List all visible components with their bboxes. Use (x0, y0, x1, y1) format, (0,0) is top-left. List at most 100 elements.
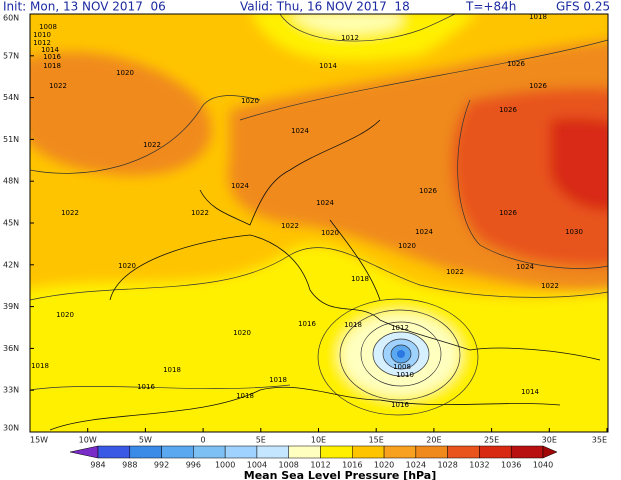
init-time: Init: Mon, 13 NOV 2017 06 (3, 0, 166, 14)
forecast-step: T=+84h (465, 0, 516, 14)
colorbar-label: 1024 (406, 461, 426, 470)
pressure-field (30, 14, 608, 432)
isobar-label: 1010 (33, 31, 51, 39)
lon-label: 30E (542, 436, 557, 445)
isobar-label: 1016 (298, 320, 316, 328)
isobar-label: 1014 (41, 46, 59, 54)
isobar-label: 1020 (116, 69, 134, 77)
isobar-label: 1026 (529, 82, 547, 90)
colorbar-label: 1020 (374, 461, 394, 470)
isobar-label: 1012 (341, 34, 359, 42)
isobar-label: 1024 (291, 127, 309, 135)
isobar-label: 1018 (269, 376, 287, 384)
isobar-label: 1020 (321, 229, 339, 237)
lon-label: 20E (426, 436, 441, 445)
lat-label: 42N (3, 260, 19, 269)
model-name: GFS 0.25 (556, 0, 610, 14)
colorbar-label: 992 (154, 461, 169, 470)
lat-label: 60N (3, 14, 19, 23)
colorbar-cell (479, 445, 512, 459)
isobar-label: 1018 (344, 321, 362, 329)
isobar-label: 1022 (143, 141, 161, 149)
lat-label: 54N (3, 93, 19, 102)
lat-label: 57N (3, 51, 19, 60)
isobar-label: 1024 (231, 182, 249, 190)
colorbar-arrow-right (542, 445, 558, 459)
isobar-label: 1022 (191, 209, 209, 217)
isobar-label: 1022 (446, 268, 464, 276)
isobar-label: 1020 (233, 329, 251, 337)
isobar-label: 1022 (49, 82, 67, 90)
lat-label: 45N (3, 219, 19, 228)
isobar-label: 1014 (521, 388, 539, 396)
low-996 (397, 350, 405, 358)
isobar-label: 1016 (137, 383, 155, 391)
colorbar-cell (129, 445, 162, 459)
colorbar-cell (447, 445, 480, 459)
colorbar-cell (193, 445, 226, 459)
lat-label: 33N (3, 386, 19, 395)
isobar-label: 1026 (499, 209, 517, 217)
lat-label: 48N (3, 177, 19, 186)
colorbar-cell (161, 445, 194, 459)
isobar-label: 1018 (43, 62, 61, 70)
lat-label: 36N (3, 344, 19, 353)
colorbar-label: 1000 (215, 461, 235, 470)
lon-label: 5W (139, 436, 152, 445)
isobar-label: 1018 (236, 392, 254, 400)
legend-title: Mean Sea Level Pressure [hPa] (244, 469, 437, 480)
lon-label: 15E (369, 436, 384, 445)
isobar-label: 1016 (391, 401, 409, 409)
isobar-label: 1022 (541, 282, 559, 290)
colorbar-label: 996 (186, 461, 201, 470)
colorbar-label: 1028 (437, 461, 457, 470)
isobar-label: 1026 (507, 60, 525, 68)
isobar-label: 1020 (241, 97, 259, 105)
colorbar-cell (352, 445, 385, 459)
isobar-label: 1030 (565, 228, 583, 236)
isobar-label: 1024 (316, 199, 334, 207)
lon-label: 5E (256, 436, 266, 445)
lon-label: 10W (79, 436, 97, 445)
isobars (30, 14, 608, 416)
isobar-label: 1008 (39, 23, 57, 31)
isobar-label: 1020 (398, 242, 416, 250)
isobar-label: 1022 (61, 209, 79, 217)
isobar-label: 1012 (33, 39, 51, 47)
colorbar-label: 1040 (533, 461, 553, 470)
colorbar-label: 988 (122, 461, 137, 470)
isobar-label: 1024 (415, 228, 433, 236)
colorbar-cell (383, 445, 417, 459)
lat-label: 51N (3, 135, 19, 144)
lon-label: 15W (30, 436, 48, 445)
isobar-label: 1010 (396, 371, 414, 379)
colorbar-label: 1012 (310, 461, 330, 470)
isobar-label: 1018 (163, 366, 181, 374)
colorbar-label: 1016 (342, 461, 362, 470)
isobar-label: 1024 (516, 263, 534, 271)
colorbar-label: 1008 (279, 461, 299, 470)
colorbar-arrow-left (69, 445, 99, 459)
lat-label: 39N (3, 302, 19, 311)
lat-label: 30N (3, 424, 19, 433)
lon-label: 25E (484, 436, 499, 445)
colorbar-cell (320, 445, 353, 459)
isobar-label: 1018 (351, 275, 369, 283)
colorbar-cell (288, 445, 321, 459)
colorbar-cell (224, 445, 258, 459)
lon-label: 0 (201, 436, 206, 445)
colorbar-cell (97, 445, 131, 459)
colorbar-cell (415, 445, 448, 459)
isobar-label: 1018 (31, 362, 49, 370)
coastlines (49, 119, 601, 431)
isobar-label: 1020 (118, 262, 136, 270)
colorbar-cell (256, 445, 289, 459)
colorbar-label: 1036 (501, 461, 521, 470)
isobar-label: 1026 (419, 187, 437, 195)
isobar-label: 1022 (281, 222, 299, 230)
isobar-label: 1012 (391, 324, 409, 332)
colorbar-label: 1004 (247, 461, 267, 470)
lon-label: 35E (592, 436, 607, 445)
lon-label: 10E (311, 436, 326, 445)
